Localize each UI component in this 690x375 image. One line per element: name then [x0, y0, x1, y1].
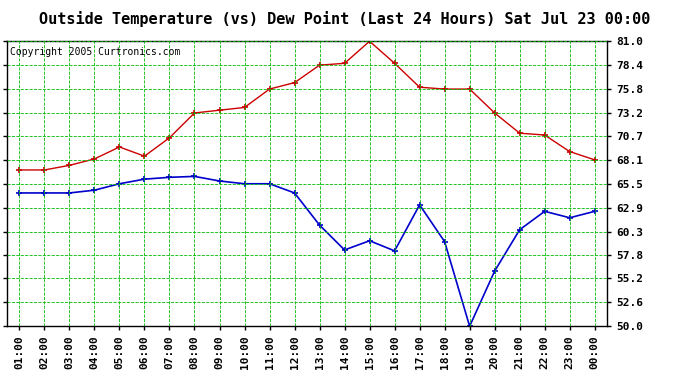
- Text: Copyright 2005 Curtronics.com: Copyright 2005 Curtronics.com: [10, 47, 180, 57]
- Text: Outside Temperature (vs) Dew Point (Last 24 Hours) Sat Jul 23 00:00: Outside Temperature (vs) Dew Point (Last…: [39, 11, 651, 27]
